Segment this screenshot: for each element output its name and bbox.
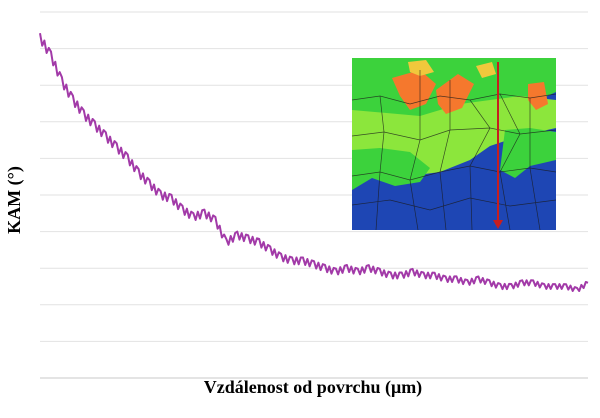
series-line-0 — [39, 33, 589, 292]
inset-kam-map — [351, 58, 557, 231]
inset-grain-boundaries — [351, 70, 557, 231]
inset-region-green-right — [500, 128, 556, 178]
inset-profile-arrow-head — [493, 220, 503, 229]
inset-region-yellow-2 — [476, 62, 496, 78]
x-axis-title: Vzdálenost od povrchu (μm) — [204, 377, 422, 398]
inset-region-green-mid — [352, 148, 430, 190]
y-axis-title: KAM (°) — [4, 166, 25, 234]
series-layer — [39, 33, 589, 292]
gridlines — [40, 11, 588, 379]
inset-region-yellow — [408, 60, 434, 76]
inset-region-orange-3 — [528, 82, 548, 110]
inset-region-orange-2 — [436, 74, 474, 114]
